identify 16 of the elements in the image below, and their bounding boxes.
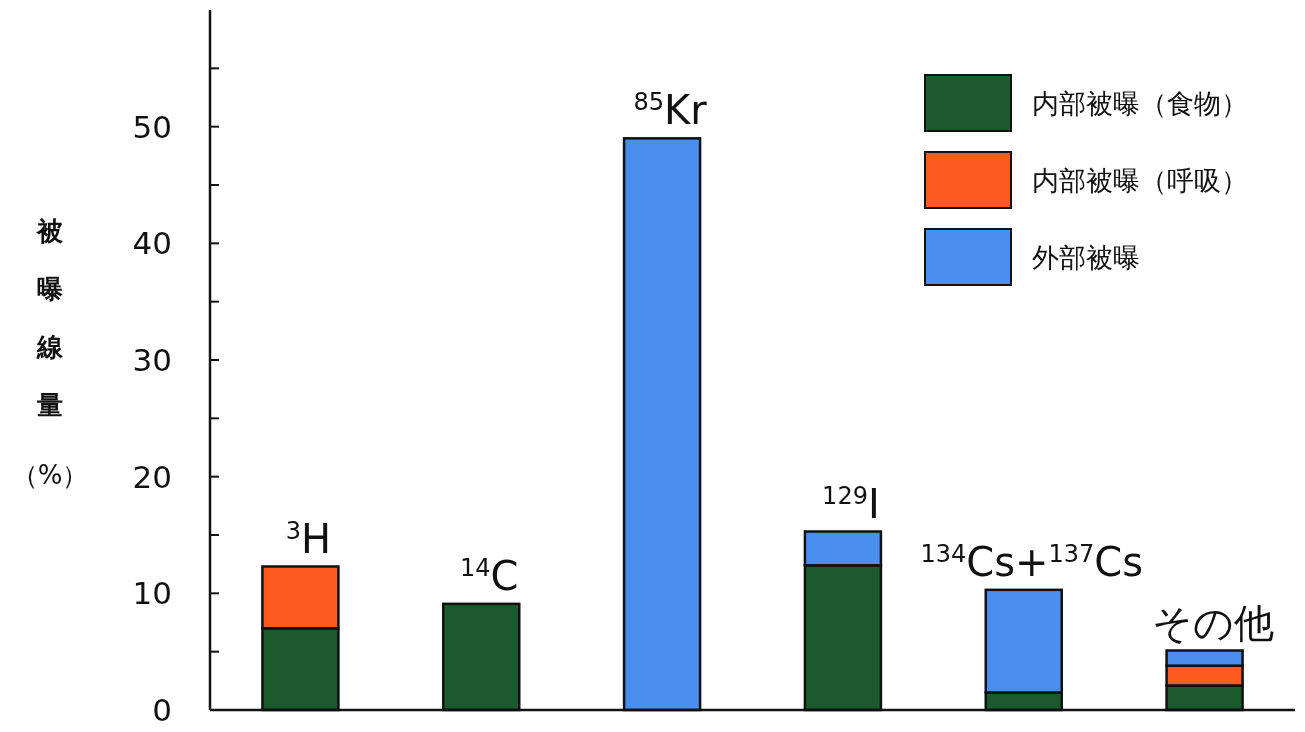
y-tick-label: 10 — [132, 575, 172, 612]
x-tick-label: $^{129}$I — [822, 480, 880, 527]
x-tick-label: その他 — [1151, 599, 1274, 646]
x-tick-label: $^{14}$C — [460, 552, 519, 599]
legend-label: 外部被曝 — [1032, 242, 1140, 273]
text: 被曝線量（%） — [11, 216, 89, 490]
x-tick-label: $^{85}$Kr — [633, 87, 708, 134]
legend-label: 内部被曝（呼吸） — [1032, 165, 1248, 196]
y-tick-label: 20 — [132, 458, 172, 495]
legend-label: 内部被曝（食物） — [1032, 88, 1248, 119]
x-tick-label: $^{3}$H — [285, 515, 332, 562]
x-tick-label: $^{134}$Cs+$^{137}$Cs — [920, 538, 1144, 585]
y-tick-label: 30 — [132, 342, 172, 378]
y-tick-label: 40 — [132, 225, 172, 262]
y-tick-label: 0 — [152, 692, 172, 728]
y-tick-label: 50 — [132, 108, 172, 145]
